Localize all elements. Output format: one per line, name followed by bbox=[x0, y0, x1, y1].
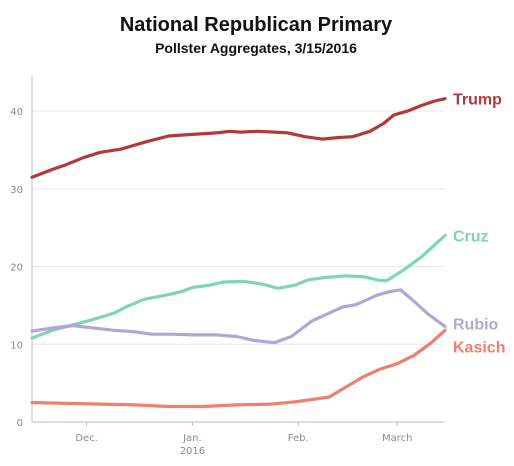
y-tick-label: 10 bbox=[10, 340, 23, 351]
gridlines bbox=[32, 110, 445, 345]
x-tick-label: March bbox=[382, 433, 412, 444]
series-line-cruz bbox=[30, 233, 447, 340]
x-tick-label: Jan. bbox=[182, 433, 202, 444]
chart-subtitle: Pollster Aggregates, 3/15/2016 bbox=[155, 40, 357, 56]
series-labels: Trump Cruz Rubio Kasich bbox=[453, 92, 505, 357]
series-label-rubio: Rubio bbox=[453, 316, 499, 333]
x-tick-sublabel: 2016 bbox=[180, 446, 205, 457]
x-tick-label: Feb. bbox=[288, 433, 309, 444]
x-tick-label: Dec. bbox=[75, 433, 98, 444]
series-line-kasich bbox=[30, 328, 447, 409]
y-tick-label: 20 bbox=[10, 263, 23, 274]
chart-title: National Republican Primary bbox=[120, 14, 393, 36]
axes: 0 10 20 30 40 Dec. Jan. 2016 Feb. March bbox=[10, 76, 445, 457]
series-label-kasich: Kasich bbox=[453, 339, 505, 356]
y-tick-label: 30 bbox=[10, 185, 23, 196]
y-tick-label: 40 bbox=[10, 107, 23, 118]
series-label-trump: Trump bbox=[453, 92, 502, 109]
series-label-cruz: Cruz bbox=[453, 228, 489, 245]
series-line-rubio bbox=[30, 288, 447, 345]
y-tick-label: 0 bbox=[17, 418, 23, 429]
series-lines bbox=[30, 97, 447, 409]
series-line-trump bbox=[30, 97, 447, 179]
